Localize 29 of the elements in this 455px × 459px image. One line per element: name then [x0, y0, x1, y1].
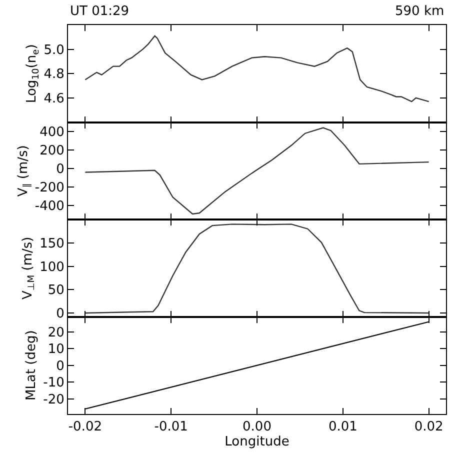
y-tick-label: 150 — [40, 236, 64, 252]
y-tick-label: -200 — [34, 180, 64, 196]
y-tick-label: 50 — [48, 283, 64, 298]
y-tick-label: 0 — [56, 358, 64, 374]
x-tick-label: 0.01 — [328, 420, 358, 435]
line-series — [84, 35, 430, 102]
line-series — [84, 127, 430, 215]
y-tick-label: 400 — [40, 125, 64, 140]
y-tick-label: 5.0 — [44, 42, 64, 58]
x-tick-label: -0.01 — [154, 420, 188, 435]
line-series — [84, 224, 430, 314]
y-tick-label: 10 — [48, 342, 64, 358]
y-tick-label: -400 — [34, 199, 64, 214]
y-tick-label: 4.8 — [44, 67, 64, 82]
text: UT 01:29 — [70, 4, 130, 19]
y-tick-label: 200 — [40, 144, 64, 159]
y-tick-label: 0 — [56, 162, 64, 178]
y-tick-label: -20 — [43, 392, 64, 408]
y-tick-label: 100 — [40, 260, 64, 275]
y-axis-title: MLat (deg) — [24, 330, 40, 401]
y-tick-label: -10 — [43, 376, 64, 391]
x-tick-label: 0.00 — [242, 420, 272, 435]
x-tick-label: 0.02 — [414, 420, 444, 435]
y-tick-label: 20 — [48, 325, 64, 340]
y-tick-label: 4.6 — [44, 91, 64, 106]
y-tick-label: 0 — [56, 306, 64, 322]
text: 590 km — [395, 4, 444, 19]
x-axis-title: Longitude — [224, 434, 290, 450]
x-tick-label: -0.02 — [68, 420, 102, 435]
